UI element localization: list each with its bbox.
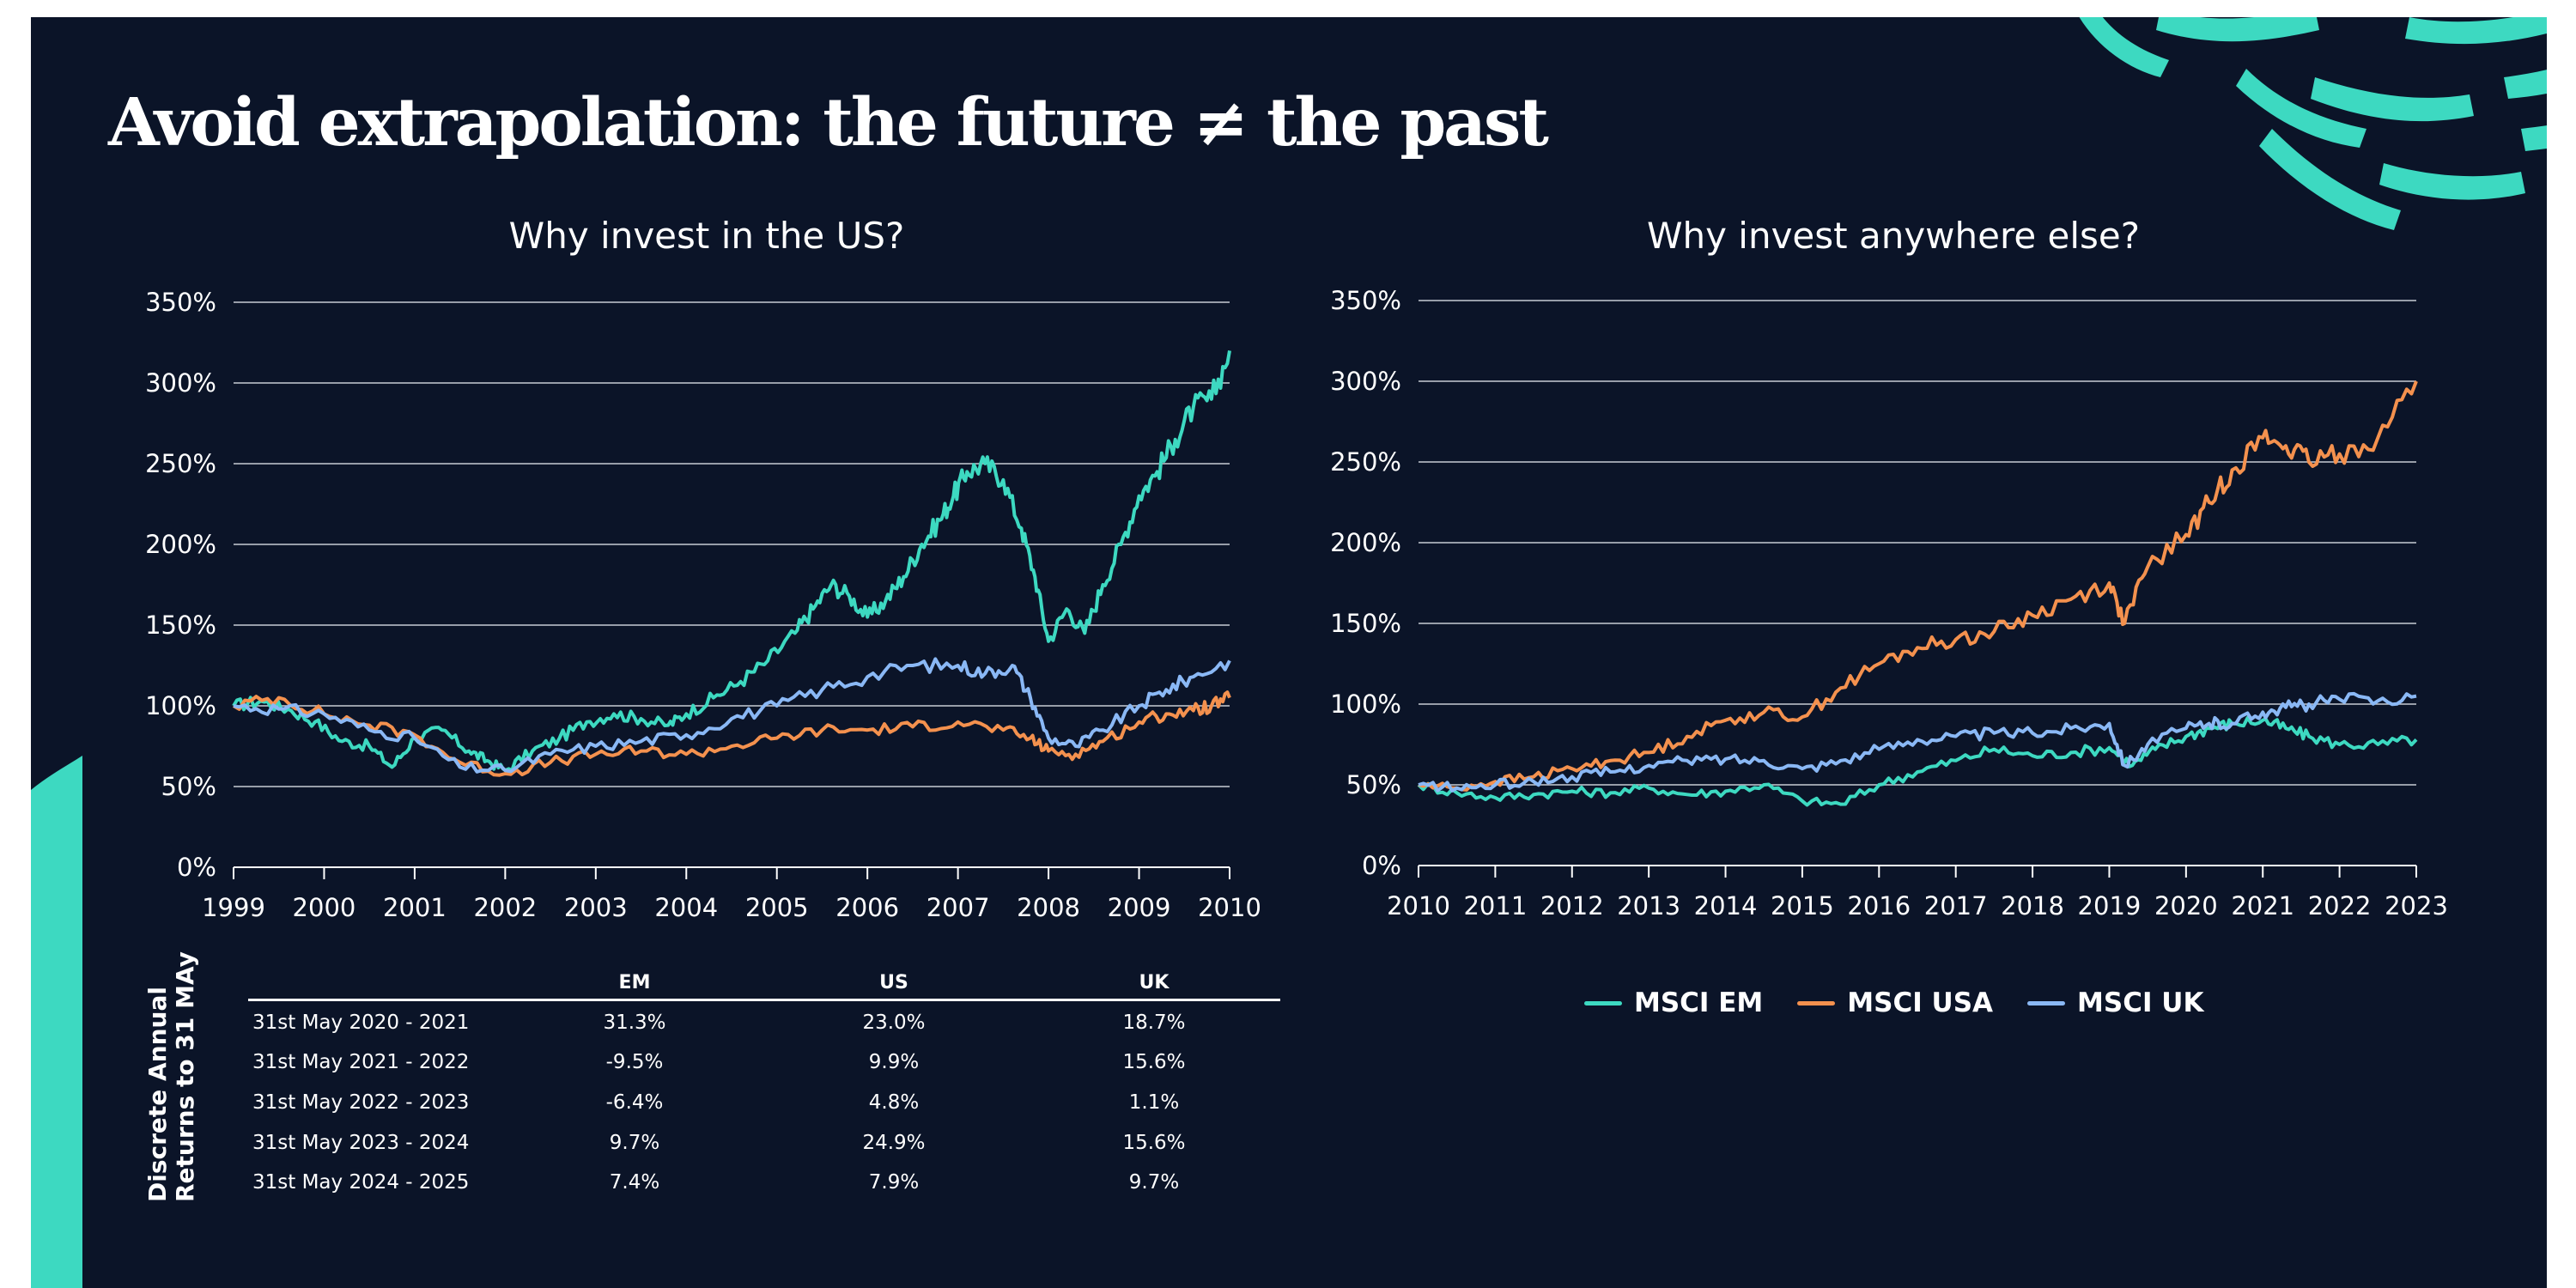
page-title: Avoid extrapolation: the future ≠ the pa… — [108, 84, 1549, 161]
x-tick-label: 2003 — [564, 893, 628, 922]
x-tick-label: 2010 — [1387, 891, 1450, 920]
table-cell-us: 24.9% — [862, 1132, 926, 1154]
x-tick-label: 2016 — [1847, 891, 1911, 920]
chart-legend: MSCI EM MSCI USA MSCI UK — [1584, 987, 2203, 1018]
legend-swatch-uk — [2027, 1000, 2066, 1005]
x-tick-label: 2019 — [2078, 891, 2142, 920]
x-tick-label: 2015 — [1771, 891, 1834, 920]
table-cell-us: 4.8% — [868, 1091, 920, 1114]
x-tick-label: 2007 — [927, 893, 990, 922]
series-line-usa — [1418, 380, 2418, 792]
y-tick-label: 250% — [145, 449, 216, 478]
table-cell-period: 31st May 2020 - 2021 — [252, 1012, 470, 1034]
x-tick-label: 2004 — [654, 893, 718, 922]
chart-other-title: Why invest anywhere else? — [1646, 215, 2141, 257]
table-cell-uk: 15.6% — [1122, 1051, 1186, 1073]
table-cell-uk: 18.7% — [1122, 1012, 1186, 1034]
series-line-em — [1417, 716, 2418, 807]
x-tick-label: 2011 — [1463, 891, 1527, 920]
x-tick-label: 2018 — [2001, 891, 2064, 920]
y-tick-label: 350% — [145, 288, 216, 317]
y-tick-label: 100% — [145, 691, 216, 720]
y-tick-label: 0% — [177, 853, 216, 882]
table-header-us: US — [879, 972, 908, 993]
y-tick-label: 200% — [1330, 528, 1401, 557]
y-tick-label: 250% — [1330, 447, 1401, 477]
x-tick-label: 2008 — [1017, 893, 1080, 922]
legend-swatch-usa — [1797, 1000, 1836, 1005]
table-cell-uk: 1.1% — [1128, 1091, 1180, 1114]
table-cell-us: 23.0% — [862, 1012, 926, 1034]
legend-item: MSCI USA — [1797, 987, 1993, 1018]
y-tick-label: 0% — [1362, 851, 1401, 880]
table-side-label-line2: Returns to 31 MAy — [171, 951, 199, 1202]
y-tick-label: 300% — [1330, 367, 1401, 396]
series-line-uk — [233, 657, 1231, 774]
brush-stroke-left-decoration — [31, 756, 82, 1288]
brush-stroke-decoration — [2079, 17, 2547, 230]
x-tick-label: 2023 — [2385, 891, 2448, 920]
table-cell-period: 31st May 2024 - 2025 — [252, 1171, 470, 1194]
table-header-uk: UK — [1139, 972, 1170, 993]
x-tick-label: 2020 — [2154, 891, 2218, 920]
table-cell-period: 31st May 2022 - 2023 — [252, 1091, 470, 1114]
chart-1: 0% 50% 100% 150% 200% 250% 300% 350% 2010 2011 201… — [1330, 286, 2448, 920]
table-cell-us: 7.9% — [868, 1171, 920, 1194]
legend-item: MSCI EM — [1584, 987, 1763, 1018]
y-tick-label: 150% — [145, 611, 216, 640]
y-tick-label: 100% — [1330, 690, 1401, 719]
y-tick-label: 300% — [145, 368, 216, 398]
table-cell-us: 9.9% — [868, 1051, 920, 1073]
x-tick-label: 2009 — [1108, 893, 1171, 922]
table-cell-uk: 15.6% — [1122, 1132, 1186, 1154]
x-tick-label: 2002 — [473, 893, 537, 922]
x-tick-label: 2001 — [383, 893, 447, 922]
x-tick-label: 2010 — [1198, 893, 1261, 922]
legend-label: MSCI EM — [1634, 987, 1764, 1018]
chart-us-title: Why invest in the US? — [508, 215, 905, 257]
table-side-label-line1: Discrete Annual — [143, 987, 172, 1202]
x-tick-label: 2006 — [835, 893, 899, 922]
table-cell-em: 31.3% — [603, 1012, 666, 1034]
legend-swatch-em — [1584, 1000, 1622, 1005]
table-cell-uk: 9.7% — [1128, 1171, 1180, 1194]
y-tick-label: 350% — [1330, 286, 1401, 315]
x-tick-label: 2021 — [2231, 891, 2294, 920]
x-tick-label: 2017 — [1924, 891, 1988, 920]
legend-label: MSCI USA — [1847, 987, 1994, 1018]
x-tick-label: 2000 — [293, 893, 356, 922]
table-cell-em: 9.7% — [609, 1132, 660, 1154]
slide-background — [31, 17, 2547, 1288]
table-cell-period: 31st May 2023 - 2024 — [252, 1132, 470, 1154]
legend-label: MSCI UK — [2077, 987, 2204, 1018]
table-cell-em: -9.5% — [605, 1051, 664, 1073]
x-tick-label: 2022 — [2308, 891, 2372, 920]
series-line-uk — [1418, 691, 2417, 793]
table-cell-em: 7.4% — [609, 1171, 660, 1194]
table-header-em: EM — [618, 972, 651, 993]
y-tick-label: 50% — [1346, 770, 1401, 799]
x-tick-label: 2012 — [1540, 891, 1604, 920]
table-cell-period: 31st May 2021 - 2022 — [252, 1051, 470, 1073]
x-tick-label: 2005 — [745, 893, 809, 922]
x-tick-label: 2013 — [1617, 891, 1680, 920]
y-tick-label: 150% — [1330, 609, 1401, 638]
legend-item: MSCI UK — [2027, 987, 2203, 1018]
chart-0: 0% 50% 100% 150% 200% 250% 300% 350% 1999 2000 200… — [145, 288, 1261, 922]
x-tick-label: 1999 — [202, 893, 265, 922]
series-line-em — [232, 350, 1231, 773]
x-tick-label: 2014 — [1694, 891, 1758, 920]
y-tick-label: 200% — [145, 530, 216, 559]
y-tick-label: 50% — [161, 772, 216, 801]
table-side-label: Discrete Annual Returns to 31 MAy — [143, 951, 199, 1202]
table-cell-em: -6.4% — [605, 1091, 664, 1114]
table-header-rule — [248, 999, 1280, 1001]
